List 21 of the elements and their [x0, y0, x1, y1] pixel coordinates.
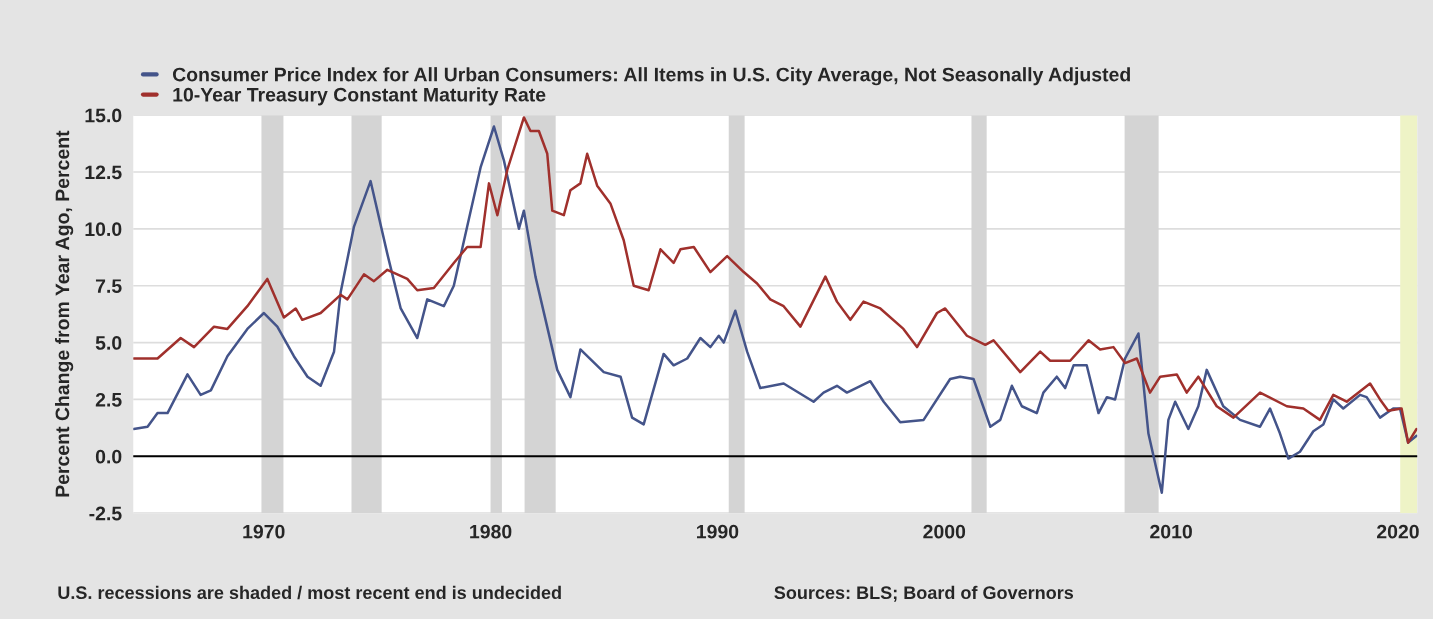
y-tick-label: 5.0	[95, 336, 122, 350]
text: U.S. recessions are shaded / most recent end is undecided	[58, 585, 561, 600]
y-tick-label: 12.5	[85, 165, 122, 180]
x-tick-label: 1990	[697, 524, 739, 539]
x-tick-label: 1970	[243, 524, 285, 539]
legend-label: Consumer Price Index for All Urban Consumers: All Items in U.S. City Average, Not Seasonally Adjusted	[172, 67, 1130, 86]
y-tick-label: 0.0	[95, 449, 122, 464]
line-series	[133, 125, 1418, 494]
legend-label: 10-Year Treasury Constant Maturity Rate	[173, 87, 546, 106]
y-tick-label: 7.5	[95, 279, 122, 293]
x-tick-label: 1980	[470, 524, 512, 539]
x-tick-label: 2000	[923, 524, 966, 539]
y-tick-label: 2.5	[95, 392, 122, 407]
y-tick-label: -2.5	[89, 506, 122, 521]
source-note: Sources: BLS; Board of Governors	[774, 585, 1074, 602]
x-tick-label: 2010	[1150, 524, 1192, 539]
y-tick-label: 15.0	[85, 108, 122, 123]
x-tick-label: 2020	[1377, 524, 1419, 539]
line-series	[133, 116, 1418, 444]
y-axis-title: Percent Change from Year Ago, Percent	[55, 130, 74, 497]
y-tick-label: 10.0	[85, 222, 122, 237]
